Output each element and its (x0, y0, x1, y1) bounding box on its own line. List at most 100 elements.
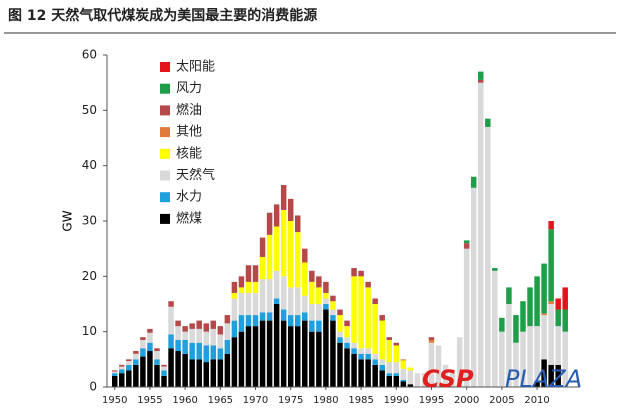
bar-segment (287, 326, 294, 387)
bar-segment (266, 212, 273, 235)
bar-segment (323, 304, 329, 310)
legend-swatch (160, 192, 170, 203)
bar-segment (295, 287, 301, 316)
bar-segment (161, 366, 167, 371)
bar-segment (217, 359, 224, 387)
bar-segment (372, 298, 378, 304)
bar-segment (224, 315, 231, 324)
bar-segment (386, 339, 392, 363)
bar-segment (463, 248, 470, 387)
x-tick-label: 2010 (524, 395, 549, 406)
legend-label: 水力 (176, 190, 202, 205)
bar-segment (175, 351, 181, 387)
bar-segment (393, 345, 400, 363)
bar-segment (203, 323, 209, 332)
bar-segment (316, 287, 322, 304)
bar-segment (548, 301, 554, 304)
bar-segment (400, 381, 407, 387)
bar-segment (182, 326, 188, 332)
bar-segment (372, 304, 378, 354)
bar-segment (541, 313, 547, 316)
bar-segment (358, 270, 364, 277)
bar-segment (344, 326, 350, 338)
bar-segment (527, 287, 533, 327)
bar-segment (379, 320, 385, 360)
bar-segment (379, 370, 385, 387)
bar-segment (541, 359, 547, 387)
bar-segment (210, 345, 217, 360)
bar-segment (126, 359, 132, 361)
bar-segment (168, 301, 174, 307)
bar-segment (555, 326, 561, 365)
bar-segment (224, 339, 231, 354)
bar-segment (140, 337, 146, 340)
bar-segment (534, 326, 540, 382)
bar-segment (175, 326, 181, 340)
bar-segment (393, 373, 400, 376)
bar-segment (217, 348, 224, 360)
bar-segment (161, 375, 167, 387)
bar-segment (238, 292, 245, 316)
bar-segment (386, 337, 392, 340)
bar-segment (280, 309, 287, 321)
bar-segment (210, 359, 217, 387)
bar-segment (372, 359, 378, 365)
bar-segment (330, 295, 336, 302)
bar-segment (196, 328, 202, 343)
bar-segment (351, 268, 357, 277)
bar-segment (238, 287, 245, 293)
bar-segment (393, 342, 400, 346)
bar-segment (154, 359, 160, 365)
bar-segment (330, 320, 336, 387)
watermark: PLAZA (505, 365, 582, 393)
bar-segment (379, 359, 385, 365)
bar-segment (302, 295, 308, 313)
bar-segment (266, 279, 273, 313)
bar-segment (252, 281, 259, 293)
bar-segment (273, 270, 280, 299)
bar-segment (252, 292, 259, 316)
bar-segment (217, 334, 224, 349)
bar-segment (400, 368, 407, 380)
bar-segment (309, 304, 315, 321)
bar-segment (245, 315, 252, 327)
bar-segment (456, 337, 463, 387)
bar-segment (280, 209, 287, 277)
bar-segment (111, 373, 118, 376)
bar-segment (182, 353, 188, 387)
x-tick-label: 1965 (208, 395, 233, 406)
chart-title: 图 12 天然气取代煤炭成为美国最主要的消费能源 (8, 7, 317, 24)
y-tick-label: 0 (89, 380, 97, 394)
bar-segment (189, 359, 195, 387)
bar-segment (414, 373, 421, 387)
bar-segment (287, 198, 294, 221)
y-tick-label: 50 (82, 103, 97, 117)
x-tick-label: 2005 (489, 395, 514, 406)
bar-segment (111, 370, 118, 372)
bar-segment (111, 375, 118, 387)
bar-segment (309, 331, 315, 387)
x-tick-label: 1980 (313, 395, 338, 406)
bar-segment (147, 328, 153, 333)
bar-segment (295, 215, 301, 233)
bar-segment (428, 337, 435, 340)
bar-segment (196, 342, 202, 360)
y-tick-label: 30 (82, 214, 97, 228)
bar-segment (323, 298, 329, 304)
bar-segment (224, 353, 231, 387)
bar-segment (541, 315, 547, 360)
bar-segment (316, 304, 322, 321)
bar-segment (337, 309, 343, 316)
bar-segment (400, 359, 407, 361)
y-tick-label: 40 (82, 158, 97, 172)
bar-segment (168, 334, 174, 349)
bar-segment (287, 221, 294, 288)
legend-swatch (160, 148, 170, 159)
bar-segment (238, 315, 245, 332)
watermark: CSP (422, 365, 474, 393)
bar-segment (358, 359, 364, 387)
legend-swatch (160, 83, 170, 94)
legend-swatch (160, 213, 170, 224)
bar-segment (478, 71, 484, 80)
